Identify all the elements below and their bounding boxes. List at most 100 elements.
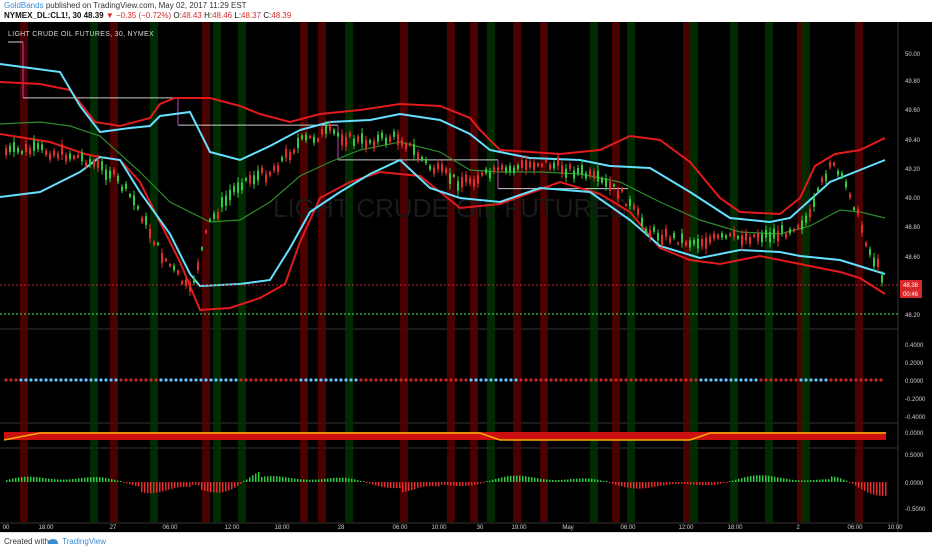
histogram-bar bbox=[483, 482, 485, 483]
candle-body bbox=[769, 232, 771, 243]
histogram-bar bbox=[381, 482, 383, 487]
zero-dot bbox=[604, 378, 608, 382]
histogram-bar bbox=[231, 482, 233, 490]
author-link[interactable]: GoldBands bbox=[4, 1, 44, 10]
zero-dot bbox=[599, 378, 603, 382]
histogram-bar bbox=[861, 482, 863, 490]
histogram-bar bbox=[501, 477, 503, 482]
zero-dot bbox=[504, 378, 508, 382]
histogram-bar bbox=[324, 478, 326, 482]
tradingview-link[interactable]: TradingView bbox=[62, 537, 107, 546]
histogram-bar bbox=[396, 482, 398, 489]
candle-body bbox=[17, 147, 19, 153]
candle-body bbox=[525, 160, 527, 170]
highlight-column-11 bbox=[447, 22, 455, 522]
histogram-bar bbox=[405, 482, 407, 492]
histogram-bar bbox=[6, 480, 8, 482]
candle-body bbox=[773, 228, 775, 239]
candle-body bbox=[61, 144, 63, 155]
histogram-bar bbox=[654, 482, 656, 487]
candle-body bbox=[833, 162, 835, 166]
histogram-bar bbox=[639, 482, 641, 489]
histogram-bar bbox=[630, 482, 632, 489]
chart-area[interactable]: LIGHT CRUDE OIL FUTURES 50.00 49.80 49.60 49… bbox=[0, 22, 932, 532]
candle-body bbox=[705, 237, 707, 249]
candle-body bbox=[701, 239, 703, 247]
area-band bbox=[4, 432, 886, 440]
histogram-bar bbox=[204, 482, 206, 491]
highlight-column-20 bbox=[690, 22, 698, 522]
candle-body bbox=[177, 270, 179, 275]
histogram-bar bbox=[300, 479, 302, 482]
histogram-bar bbox=[429, 482, 431, 487]
candle-body bbox=[409, 143, 411, 146]
highlight-column-19 bbox=[683, 22, 691, 522]
zero-dot bbox=[549, 378, 553, 382]
histogram-bar bbox=[762, 475, 764, 482]
zero-dot bbox=[304, 378, 308, 382]
zero-dot bbox=[784, 378, 788, 382]
histogram-bar bbox=[30, 476, 32, 482]
zero-dot bbox=[874, 378, 878, 382]
zero-dot bbox=[484, 378, 488, 382]
candle-body bbox=[577, 167, 579, 174]
histogram-bar bbox=[141, 482, 143, 493]
histogram-bar bbox=[852, 482, 854, 484]
price-tick-label: 48.20 bbox=[905, 313, 921, 319]
candle-body bbox=[381, 132, 383, 139]
zero-dot bbox=[314, 378, 318, 382]
histogram-bar bbox=[465, 482, 467, 486]
candle-body bbox=[589, 169, 591, 176]
histogram-bar bbox=[822, 479, 824, 482]
histogram-bar bbox=[477, 482, 479, 485]
candle-body bbox=[689, 240, 691, 248]
candle-body bbox=[325, 125, 327, 134]
histogram-bar bbox=[192, 482, 194, 485]
zero-dot bbox=[4, 378, 8, 382]
histogram-bar bbox=[765, 475, 767, 482]
chart-canvas[interactable]: LIGHT CRUDE OIL FUTURES 50.00 49.80 49.60 49… bbox=[0, 22, 932, 532]
histogram-bar bbox=[819, 479, 821, 482]
zero-dot bbox=[674, 378, 678, 382]
zero-dot bbox=[449, 378, 453, 382]
zero-dot bbox=[159, 378, 163, 382]
zero-dot bbox=[129, 378, 133, 382]
histogram-bar bbox=[108, 478, 110, 482]
histogram-bar bbox=[252, 475, 254, 482]
histogram-bar bbox=[795, 480, 797, 482]
candle-body bbox=[145, 216, 147, 225]
candle-body bbox=[789, 228, 791, 234]
candle-body bbox=[5, 148, 7, 156]
zero-dot bbox=[44, 378, 48, 382]
histogram-bar bbox=[318, 479, 320, 482]
zero-dot bbox=[794, 378, 798, 382]
candle-body bbox=[845, 181, 847, 188]
candle-body bbox=[189, 282, 191, 292]
histogram-bar bbox=[12, 478, 14, 482]
candle-body bbox=[837, 170, 839, 176]
histogram-bar bbox=[699, 482, 701, 485]
histogram-bar bbox=[525, 476, 527, 482]
histogram-bar bbox=[312, 479, 314, 482]
histogram-bar bbox=[870, 482, 872, 494]
zero-dot bbox=[629, 378, 633, 382]
histogram-bar bbox=[273, 476, 275, 482]
zero-dot bbox=[649, 378, 653, 382]
histogram-bar bbox=[726, 482, 728, 483]
histogram-bar bbox=[342, 477, 344, 482]
histogram-bar bbox=[771, 476, 773, 482]
price-tick-label: 50.00 bbox=[905, 52, 921, 58]
histogram-bar bbox=[333, 477, 335, 482]
histogram-bar bbox=[408, 482, 410, 491]
candle-body bbox=[549, 164, 551, 170]
candle-body bbox=[241, 182, 243, 191]
histogram-bar bbox=[867, 482, 869, 493]
histogram-bar bbox=[393, 482, 395, 489]
histogram-bar bbox=[63, 479, 65, 482]
zero-dot bbox=[299, 378, 303, 382]
candle-body bbox=[297, 138, 299, 149]
zero-dot bbox=[64, 378, 68, 382]
candle-body bbox=[317, 138, 319, 142]
candle-body bbox=[777, 230, 779, 242]
time-axis-label: 18:00 bbox=[727, 525, 743, 531]
